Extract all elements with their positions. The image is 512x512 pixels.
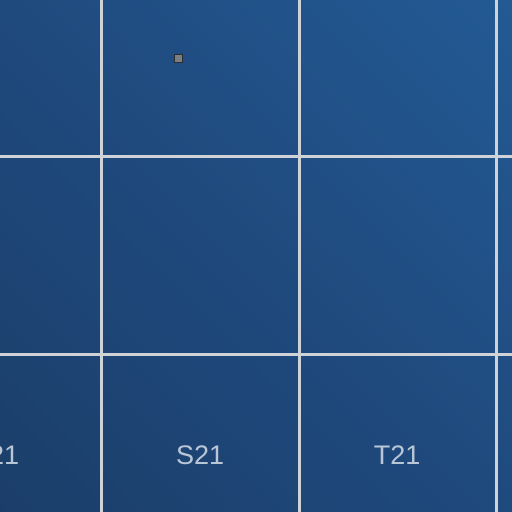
grid-cell-label-left: 21 [0,440,20,470]
square-marker-icon[interactable] [174,54,183,63]
grid-cell-label-t21: T21 [373,440,421,470]
grid-line-vertical [100,0,103,512]
grid-line-vertical [495,0,498,512]
grid-line-vertical [298,0,301,512]
grid-line-horizontal [0,353,512,356]
grid-cell-label-s21: S21 [175,440,225,470]
grid-line-horizontal [0,155,512,158]
